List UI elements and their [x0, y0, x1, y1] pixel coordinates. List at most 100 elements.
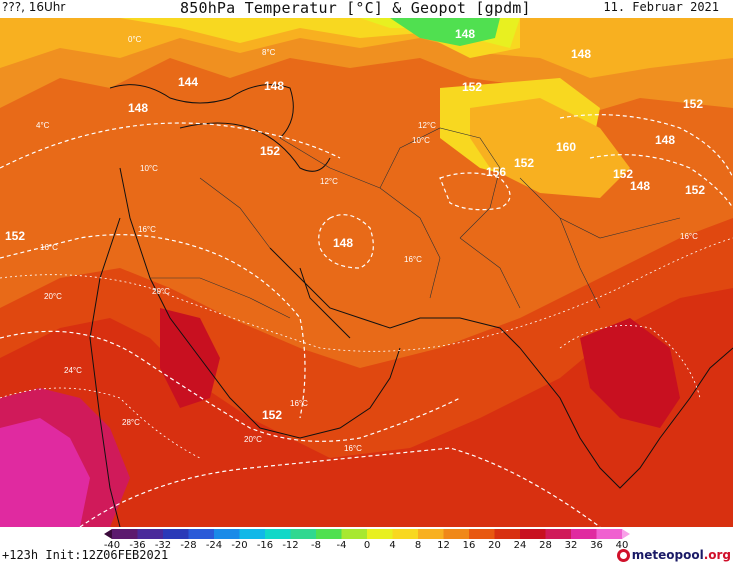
color-scale-swatch: [214, 529, 240, 539]
color-scale-tick-label: 0: [363, 540, 371, 551]
temp-zone-20c: [0, 288, 733, 527]
color-scale-tick-label: -36: [129, 540, 146, 551]
geopot-label: 148: [264, 79, 284, 93]
geopot-label: 152: [260, 144, 280, 158]
footer-bar: -40 -36 -32 -28 -24 -20 -16 -12 -8 -4 0 4 8 12 16 20 24 2…: [0, 527, 733, 566]
temp-zone-africa-hot: [0, 418, 90, 527]
color-scale-swatch: [392, 529, 419, 539]
geopotential-label-group: 148 152 144 148 148 152 152 160 156 148 …: [5, 27, 705, 422]
temp-label: 16°C: [290, 399, 308, 408]
color-scale-tick-label: -4: [336, 540, 347, 551]
color-scale-tick-label: -12: [282, 540, 299, 551]
weather-map: 148 152 144 148 148 152 152 160 156 148 …: [0, 18, 733, 527]
geopot-label: 152: [685, 183, 705, 197]
color-scale-tick-label: 28: [539, 540, 552, 551]
temp-zone-arabia-hot: [160, 308, 220, 408]
color-scale-swatch: [290, 529, 317, 539]
meteopool-logo[interactable]: meteopool .org: [616, 548, 731, 562]
color-scale-tick-label: 4: [389, 540, 396, 551]
color-scale-swatch: [137, 529, 164, 539]
color-scale-swatch: [316, 529, 342, 539]
temperature-label-group: 0°C 4°C 8°C 16°C 12°C 10°C 16°C 20°C 24°…: [36, 35, 698, 453]
temp-label: 10°C: [140, 164, 158, 173]
color-scale-tick-label: 40: [615, 540, 629, 551]
geopot-label: 152: [462, 80, 482, 94]
color-scale-swatch: [112, 529, 138, 539]
color-scale: [104, 529, 630, 539]
temp-label: 10°C: [412, 136, 430, 145]
geopot-label: 152: [683, 97, 703, 111]
color-scale-swatch: [239, 529, 266, 539]
color-scale-swatch: [163, 529, 189, 539]
color-scale-swatch: [443, 529, 470, 539]
temp-label: 24°C: [64, 366, 82, 375]
geopot-label: 148: [455, 27, 475, 41]
color-scale-tick-label: -40: [103, 540, 121, 551]
header-bar: ???, 16Uhr 850hPa Temperatur [°C] & Geop…: [0, 0, 733, 18]
chart-title: 850hPa Temperatur [°C] & Geopot [gpdm]: [180, 0, 531, 17]
geopot-label: 148: [655, 133, 675, 147]
temp-zone-tibet: [470, 98, 630, 198]
geopot-label: 148: [630, 179, 650, 193]
coastlines: [89, 84, 733, 527]
temp-label: 16°C: [404, 255, 422, 264]
temperature-isotherms: [0, 237, 733, 459]
color-scale-tick-label: -24: [205, 540, 223, 551]
color-scale-bar: [104, 529, 630, 539]
temp-label: 20°C: [152, 287, 170, 296]
temp-label: 4°C: [36, 121, 50, 130]
color-scale-swatch: [104, 529, 112, 539]
color-scale-tick-label: 32: [564, 540, 578, 551]
color-scale-tick-label: 12: [437, 540, 450, 551]
color-scale-tick-label: -8: [311, 540, 321, 551]
temp-label: 0°C: [128, 35, 142, 44]
color-scale-swatch: [418, 529, 444, 539]
color-scale-swatch: [622, 529, 630, 539]
geopot-label: 152: [514, 156, 534, 170]
color-scale-swatch: [367, 529, 393, 539]
color-scale-swatch: [596, 529, 623, 539]
geopot-label: 144: [178, 75, 198, 89]
temp-label: 12°C: [418, 121, 436, 130]
color-scale-labels: -40 -36 -32 -28 -24 -20 -16 -12 -8 -4 0 4 8 12 16 20 24 2…: [104, 540, 630, 554]
color-scale-swatch: [469, 529, 495, 539]
temp-label: 16°C: [40, 243, 58, 252]
temp-label: 28°C: [122, 418, 140, 427]
color-scale-tick-label: 24: [513, 540, 527, 551]
color-scale-swatch: [545, 529, 572, 539]
color-scale-tick-label: -28: [180, 540, 197, 551]
color-scale-tick-label: 16: [462, 540, 476, 551]
temp-zone-india-hot: [580, 318, 680, 428]
temp-zone-green: [390, 18, 500, 46]
color-scale-swatch: [571, 529, 597, 539]
run-info: +123h Init:12Z06FEB2021: [2, 548, 169, 562]
color-scale-tick-label: 36: [590, 540, 603, 551]
geopot-label: 148: [333, 236, 353, 250]
temp-label: 16°C: [344, 444, 362, 453]
color-scale-tick-label: -20: [231, 540, 248, 551]
color-scale-swatch: [265, 529, 291, 539]
temp-label: 16°C: [138, 225, 156, 234]
geopot-label: 148: [128, 101, 148, 115]
color-scale-tick-label: -16: [256, 540, 274, 551]
temp-label: 20°C: [44, 292, 62, 301]
temperature-map-svg: 148 152 144 148 148 152 152 160 156 148 …: [0, 18, 733, 527]
color-scale-swatch: [341, 529, 368, 539]
temp-label: 12°C: [320, 177, 338, 186]
color-scale-tick-label: 8: [414, 540, 422, 551]
color-scale-swatch: [188, 529, 215, 539]
temp-zone-4c: [0, 18, 733, 78]
geopot-label: 160: [556, 140, 576, 154]
color-scale-tick-label: 20: [488, 540, 501, 551]
color-scale-swatch: [494, 529, 521, 539]
color-scale-tick-label: -32: [154, 540, 172, 551]
color-scale-swatch: [520, 529, 546, 539]
geopotential-contours: [0, 114, 733, 527]
geopot-label: 148: [571, 47, 591, 61]
forecast-date: 11. Februar 2021: [603, 0, 719, 14]
logo-text: meteopool: [631, 548, 704, 562]
borders: [150, 127, 681, 319]
geopot-label: 156: [486, 165, 506, 179]
geopot-label: 152: [262, 408, 282, 422]
geopot-label: 152: [5, 229, 25, 243]
